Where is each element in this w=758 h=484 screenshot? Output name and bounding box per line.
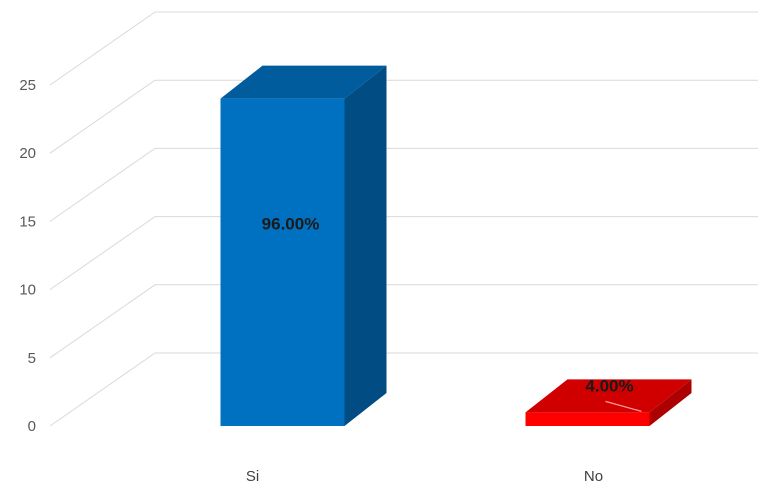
- bar-side-face: [344, 65, 387, 426]
- bars: 96.00% 4.00%: [220, 65, 692, 426]
- gridline: [49, 216, 758, 291]
- bar-top-face: [525, 379, 692, 413]
- bar-si: 96.00%: [220, 65, 387, 426]
- gridline: [49, 147, 758, 222]
- gridline: [49, 352, 758, 427]
- gridline: [49, 79, 758, 154]
- bar-front-face: [525, 412, 650, 426]
- data-label-leader: [605, 400, 642, 412]
- y-tick-label: 20: [19, 145, 36, 162]
- y-tick-label: 0: [28, 418, 36, 435]
- x-category-label: No: [584, 468, 603, 484]
- gridlines: [49, 11, 758, 427]
- x-category-label: Si: [246, 468, 259, 484]
- gridline: [49, 11, 758, 86]
- bar-front-face: [220, 98, 345, 426]
- y-axis-ticks: 0 5 10 15 20 25: [19, 77, 36, 435]
- data-label: 4.00%: [585, 376, 633, 395]
- bar-no: 4.00%: [525, 376, 692, 426]
- bar-side-face: [649, 379, 692, 426]
- bar-top-face: [220, 65, 387, 99]
- y-tick-label: 15: [19, 213, 36, 230]
- y-tick-label: 25: [19, 77, 36, 94]
- x-axis-categories: Si No: [246, 468, 603, 484]
- data-label: 96.00%: [262, 215, 320, 234]
- gridline: [49, 284, 758, 359]
- y-tick-label: 5: [28, 350, 36, 367]
- y-tick-label: 10: [19, 282, 36, 299]
